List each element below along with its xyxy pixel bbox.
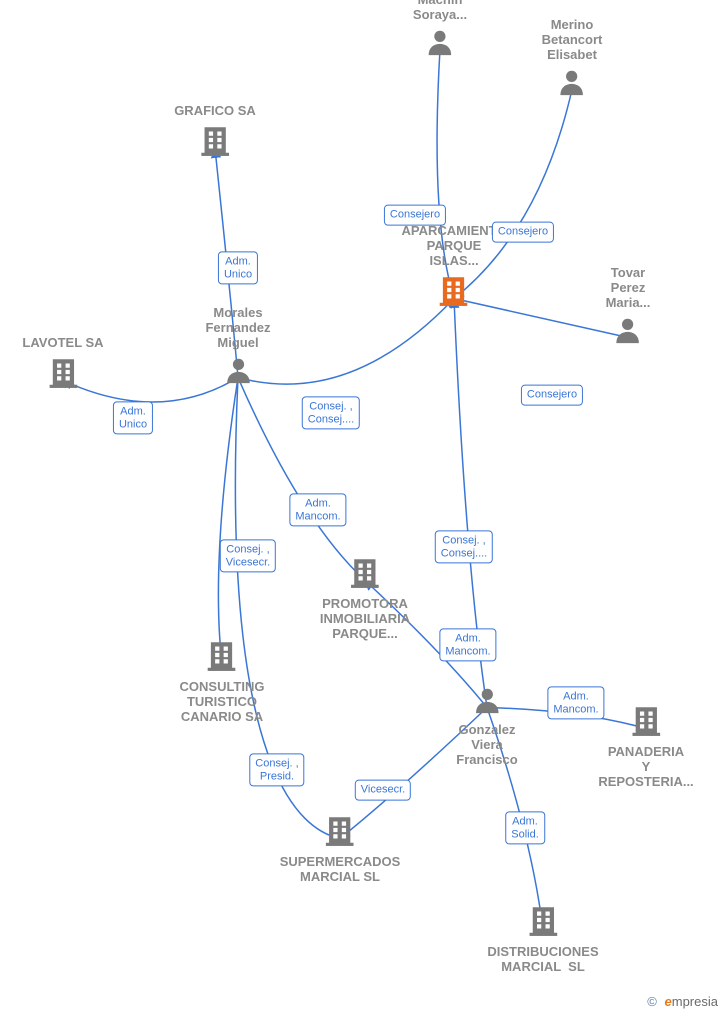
edge-label-morales_fm-consulting: Consej. ,Vicesecr. bbox=[220, 539, 276, 572]
edge-label-morales_ms-aparcamiento: Consejero bbox=[384, 205, 446, 226]
edge-label-tovar-aparcamiento: Consejero bbox=[521, 385, 583, 406]
person-icon bbox=[557, 67, 587, 97]
copyright-symbol: © bbox=[647, 994, 657, 1009]
node-tovar[interactable]: TovarPerezMaria... bbox=[606, 266, 651, 349]
building-icon bbox=[526, 903, 560, 937]
node-label: GRAFICO SA bbox=[174, 104, 256, 119]
building-icon bbox=[198, 123, 232, 157]
node-aparcamiento[interactable]: APARCAMIENTOPARQUEISLAS... bbox=[402, 224, 507, 311]
node-panaderia[interactable]: PANADERIAYREPOSTERIA... bbox=[598, 703, 693, 790]
person-icon bbox=[472, 685, 502, 715]
building-icon bbox=[46, 355, 80, 389]
person-icon bbox=[613, 315, 643, 345]
node-label: MoralesMachinSoraya... bbox=[413, 0, 467, 23]
network-diagram: GRAFICO SA MoralesMachinSoraya... Merino… bbox=[0, 0, 728, 1015]
node-label: CONSULTINGTURISTICOCANARIO SA bbox=[180, 680, 265, 725]
brand-e: e bbox=[665, 994, 672, 1009]
edge-label-morales_fm-aparcamiento: Consej. ,Consej.... bbox=[302, 396, 360, 429]
edge-label-morales_fm-lavotel: Adm.Unico bbox=[113, 401, 153, 434]
building-icon bbox=[205, 638, 239, 672]
brand-rest: mpresia bbox=[672, 994, 718, 1009]
edge-label-gonzalez-panaderia: Adm.Mancom. bbox=[547, 686, 604, 719]
building-icon bbox=[629, 703, 663, 737]
person-icon bbox=[223, 355, 253, 385]
node-morales_fm[interactable]: MoralesFernandezMiguel bbox=[205, 306, 270, 389]
node-gonzalez[interactable]: GonzalezVieraFrancisco bbox=[456, 685, 517, 768]
edge-label-gonzalez-promotora: Adm.Mancom. bbox=[439, 628, 496, 661]
building-icon bbox=[348, 555, 382, 589]
edge-label-gonzalez-supermerc: Vicesecr. bbox=[355, 780, 411, 801]
node-grafico[interactable]: GRAFICO SA bbox=[174, 104, 256, 161]
building-icon bbox=[437, 273, 471, 307]
edge-label-merino-aparcamiento: Consejero bbox=[492, 222, 554, 243]
node-label: PANADERIAYREPOSTERIA... bbox=[598, 745, 693, 790]
node-label: APARCAMIENTOPARQUEISLAS... bbox=[402, 224, 507, 269]
person-icon bbox=[425, 27, 455, 57]
node-merino[interactable]: MerinoBetancortElisabet bbox=[542, 18, 603, 101]
footer-credit: © empresia bbox=[647, 994, 718, 1009]
node-label: PROMOTORAINMOBILIARIAPARQUE... bbox=[320, 597, 410, 642]
node-label: MoralesFernandezMiguel bbox=[205, 306, 270, 351]
edge-label-gonzalez-aparcamiento: Consej. ,Consej.... bbox=[435, 530, 493, 563]
edge-label-morales_fm-supermerc: Consej. ,Presid. bbox=[249, 753, 304, 786]
node-distrib[interactable]: DISTRIBUCIONESMARCIAL SL bbox=[487, 903, 598, 975]
node-promotora[interactable]: PROMOTORAINMOBILIARIAPARQUE... bbox=[320, 555, 410, 642]
edge-label-gonzalez-distrib: Adm.Solid. bbox=[505, 811, 545, 844]
node-label: SUPERMERCADOSMARCIAL SL bbox=[280, 855, 401, 885]
node-label: LAVOTEL SA bbox=[22, 336, 103, 351]
node-consulting[interactable]: CONSULTINGTURISTICOCANARIO SA bbox=[180, 638, 265, 725]
node-lavotel[interactable]: LAVOTEL SA bbox=[22, 336, 103, 393]
node-label: DISTRIBUCIONESMARCIAL SL bbox=[487, 945, 598, 975]
node-label: TovarPerezMaria... bbox=[606, 266, 651, 311]
edge-label-morales_fm-promotora: Adm.Mancom. bbox=[289, 493, 346, 526]
edge-morales_fm-consulting bbox=[218, 378, 238, 664]
node-morales_ms[interactable]: MoralesMachinSoraya... bbox=[413, 0, 467, 61]
node-label: GonzalezVieraFrancisco bbox=[456, 723, 517, 768]
node-supermerc[interactable]: SUPERMERCADOSMARCIAL SL bbox=[280, 813, 401, 885]
node-label: MerinoBetancortElisabet bbox=[542, 18, 603, 63]
edge-label-morales_fm-grafico: Adm.Unico bbox=[218, 251, 258, 284]
building-icon bbox=[323, 813, 357, 847]
